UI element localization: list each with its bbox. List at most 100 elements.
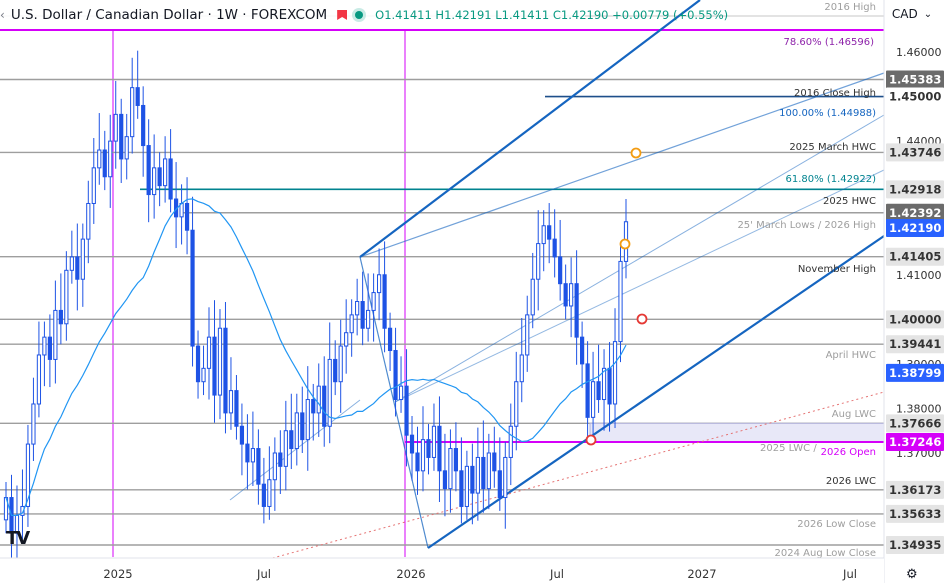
label-2026-lwc: 2026 LWC: [826, 476, 876, 487]
candle-body: [75, 256, 80, 280]
symbol-header[interactable]: ‹ U.S. Dollar / Canadian Dollar · 1W · F…: [0, 3, 728, 27]
candle-body: [283, 430, 288, 467]
candle: [448, 429, 453, 513]
label-2016-high: 2016 High: [824, 2, 876, 13]
label-fib-100: 100.00% (1.44988): [779, 108, 876, 119]
candle-body: [289, 430, 294, 450]
pitchfork-median: [394, 169, 885, 403]
candle-body: [58, 309, 63, 325]
candle-body: [294, 412, 299, 450]
candle: [234, 375, 239, 440]
price-tag-2: [886, 143, 944, 162]
candle: [163, 136, 168, 203]
tradingview-logo: TV: [6, 528, 30, 549]
candle: [267, 446, 272, 520]
currency-label: CAD: [891, 7, 918, 21]
price-tag-label-9: 1.38799: [889, 366, 941, 380]
time-axis-bg: [0, 558, 884, 583]
label-2016-close-high: 2016 Close High: [794, 88, 876, 99]
candle-body: [47, 336, 52, 360]
candle-body: [437, 425, 442, 472]
candle: [316, 363, 321, 437]
y-tick-label-5: 1.41000: [896, 269, 942, 282]
candle-body: [360, 301, 365, 329]
candle: [47, 314, 52, 388]
candle: [475, 427, 480, 521]
currency-selector[interactable]: CAD ⌄: [886, 1, 938, 27]
candle-body: [212, 336, 217, 396]
candle: [415, 426, 420, 495]
price-tag-9: [886, 363, 944, 382]
candle-body: [536, 243, 541, 280]
candle: [431, 403, 437, 471]
candle-body: [124, 136, 129, 160]
candle-body: [519, 354, 524, 383]
price-tag-label-13: 1.35633: [889, 507, 941, 521]
chevron-down-icon: ⌄: [923, 8, 933, 20]
candle-body: [601, 367, 607, 401]
price-tag-14: [886, 536, 944, 554]
candle-body: [300, 412, 305, 441]
candle-body: [146, 145, 151, 196]
price-tag-label-12: 1.36173: [889, 483, 941, 497]
candle: [75, 223, 80, 311]
candle: [355, 278, 360, 336]
candle: [486, 433, 491, 510]
price-tag-4: [886, 203, 944, 222]
price-tag-label-2: 1.43746: [889, 145, 941, 159]
candle: [9, 474, 14, 565]
candle-body: [382, 274, 387, 329]
candle-body: [547, 225, 552, 240]
candle-body: [152, 167, 157, 196]
candle: [179, 184, 184, 245]
flag-icon[interactable]: [337, 10, 348, 20]
candle: [124, 113, 129, 180]
candle: [497, 437, 502, 511]
candle-body: [31, 403, 36, 445]
candle: [420, 406, 426, 492]
candle: [382, 241, 387, 353]
candle: [173, 162, 179, 249]
candle: [190, 196, 195, 367]
candle-body: [563, 283, 568, 307]
candle-body: [366, 309, 371, 329]
candle-body: [459, 470, 464, 507]
candle-body: [119, 113, 124, 160]
candle-body: [355, 301, 360, 316]
candle: [102, 130, 107, 191]
label-fib-618: 61.80% (1.42922): [786, 174, 877, 185]
label-april-hwc: April HWC: [826, 350, 876, 361]
candle: [404, 349, 409, 467]
candle: [91, 137, 96, 224]
price-tag-10: [886, 414, 944, 433]
candle-body: [574, 283, 579, 338]
candle: [387, 312, 393, 372]
candle-body: [256, 448, 261, 485]
pitchfork-handle: [359, 256, 429, 549]
collapse-chevron-icon[interactable]: ‹: [0, 8, 5, 22]
candle: [184, 177, 190, 255]
price-tag-11: [886, 433, 944, 452]
candle-body: [333, 358, 338, 383]
candle: [393, 327, 398, 417]
symbol-title[interactable]: U.S. Dollar / Canadian Dollar · 1W · FOR…: [10, 7, 328, 23]
candle-body: [327, 358, 332, 427]
candle: [442, 433, 448, 517]
candle: [492, 426, 497, 488]
label-march-hwc: 2025 March HWC: [789, 142, 876, 153]
candle: [31, 377, 36, 462]
candle: [69, 230, 74, 284]
candle: [322, 356, 327, 447]
candle: [305, 366, 310, 471]
candle-body: [102, 149, 107, 178]
candle: [437, 396, 442, 503]
y-tick-label-8: 1.38000: [896, 402, 942, 415]
candle-body: [371, 292, 376, 311]
gear-icon[interactable]: ⚙: [906, 566, 918, 581]
candle: [514, 351, 519, 451]
candle-body: [141, 104, 146, 147]
candle-body: [338, 345, 343, 383]
candle: [261, 457, 266, 524]
candle: [278, 430, 283, 494]
